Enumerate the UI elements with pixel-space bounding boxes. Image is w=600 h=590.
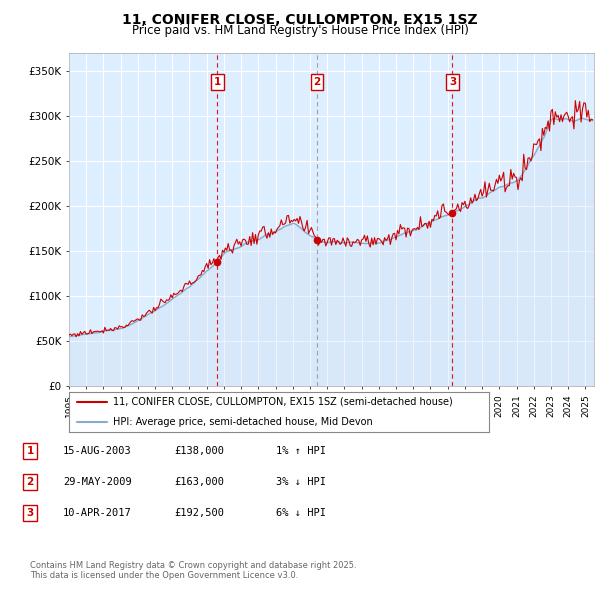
Text: 29-MAY-2009: 29-MAY-2009 [63,477,132,487]
Text: 3% ↓ HPI: 3% ↓ HPI [276,477,326,487]
Text: 2: 2 [26,477,34,487]
Text: 10-APR-2017: 10-APR-2017 [63,508,132,517]
Text: £138,000: £138,000 [174,447,224,456]
Text: 1% ↑ HPI: 1% ↑ HPI [276,447,326,456]
Text: Contains HM Land Registry data © Crown copyright and database right 2025.: Contains HM Land Registry data © Crown c… [30,560,356,570]
Text: £192,500: £192,500 [174,508,224,517]
Text: 6% ↓ HPI: 6% ↓ HPI [276,508,326,517]
Text: 1: 1 [214,77,221,87]
Text: £163,000: £163,000 [174,477,224,487]
Text: 3: 3 [26,508,34,517]
Text: 11, CONIFER CLOSE, CULLOMPTON, EX15 1SZ: 11, CONIFER CLOSE, CULLOMPTON, EX15 1SZ [122,13,478,27]
Text: 15-AUG-2003: 15-AUG-2003 [63,447,132,456]
Text: 3: 3 [449,77,456,87]
Text: HPI: Average price, semi-detached house, Mid Devon: HPI: Average price, semi-detached house,… [113,417,373,427]
Text: This data is licensed under the Open Government Licence v3.0.: This data is licensed under the Open Gov… [30,571,298,580]
Text: 11, CONIFER CLOSE, CULLOMPTON, EX15 1SZ (semi-detached house): 11, CONIFER CLOSE, CULLOMPTON, EX15 1SZ … [113,397,453,407]
Text: 2: 2 [313,77,321,87]
Text: Price paid vs. HM Land Registry's House Price Index (HPI): Price paid vs. HM Land Registry's House … [131,24,469,37]
Text: 1: 1 [26,447,34,456]
